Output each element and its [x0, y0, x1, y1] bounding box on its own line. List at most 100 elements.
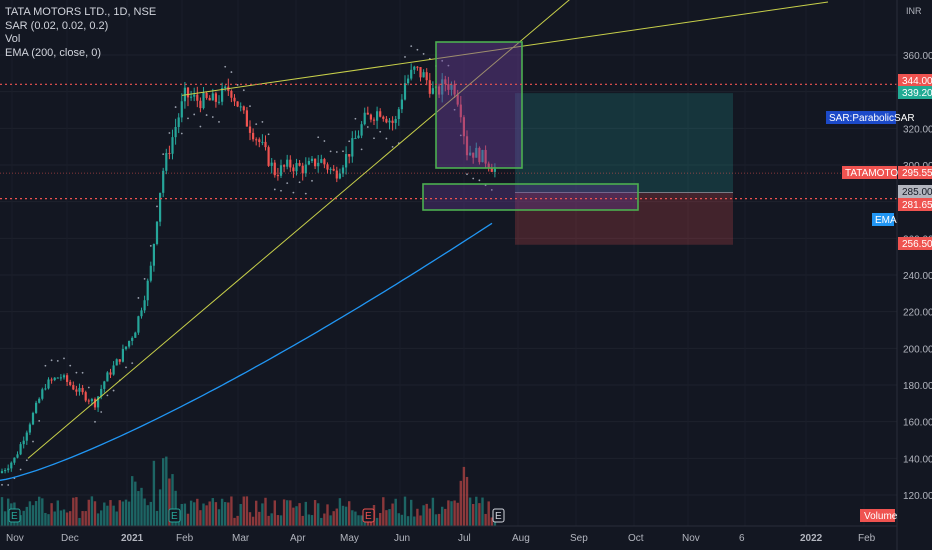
candle: [286, 154, 289, 170]
volume-bar: [214, 502, 218, 526]
volume-bar: [81, 511, 84, 526]
volume-bar: [202, 503, 205, 526]
candle: [106, 371, 109, 382]
candle: [341, 165, 345, 178]
time-label-Dec: Dec: [61, 533, 79, 544]
volume-bar: [25, 506, 28, 526]
candle: [394, 115, 397, 130]
sar-dot: [249, 105, 251, 107]
candle: [385, 116, 388, 124]
candle: [407, 74, 410, 86]
candle: [264, 135, 267, 151]
volume-bar: [183, 503, 187, 526]
sar-dot: [478, 179, 481, 182]
svg-text:E: E: [11, 511, 18, 522]
price-tag-295: 295.55: [898, 166, 932, 179]
trend-drawings[interactable]: [27, 0, 829, 459]
candle: [493, 163, 496, 178]
volume-bar: [96, 513, 100, 526]
sar-dot: [354, 117, 357, 120]
candle: [348, 153, 351, 164]
volume-bar: [236, 515, 239, 526]
candle: [413, 65, 416, 75]
volume-bar: [434, 514, 438, 526]
sar-dot: [242, 89, 245, 92]
sar-dot: [329, 150, 332, 153]
volume-bar: [248, 512, 252, 526]
time-label-Aug: Aug: [512, 533, 530, 544]
svg-text:E: E: [495, 511, 502, 522]
svg-text:339.20: 339.20: [902, 88, 932, 99]
chart-legend[interactable]: TATA MOTORS LTD., 1D, NSE SAR (0.02, 0.0…: [5, 6, 156, 60]
volume-bar: [428, 508, 431, 526]
candle: [140, 307, 143, 319]
candle: [363, 107, 366, 126]
candle: [66, 373, 69, 386]
price-tick-200.00: 200.00: [903, 344, 932, 355]
candle: [19, 442, 22, 456]
price-tick-220.00: 220.00: [903, 308, 932, 319]
candle: [292, 164, 295, 178]
sar-dot: [94, 420, 96, 423]
volume-bar: [196, 498, 199, 526]
candle: [279, 159, 283, 178]
sar-dot: [342, 150, 344, 153]
candle: [447, 76, 450, 96]
price-tick-320.00: 320.00: [903, 124, 932, 135]
volume-bar: [301, 515, 304, 526]
candle: [391, 116, 394, 131]
legend-symbol[interactable]: TATA MOTORS LTD., 1D, NSE: [5, 6, 157, 18]
sar-dot: [317, 136, 320, 139]
sar-dot: [156, 205, 158, 208]
sar-dot: [1, 483, 3, 486]
time-label-Nov: Nov: [682, 533, 700, 544]
volume-bar: [351, 510, 354, 526]
candle: [0, 468, 4, 474]
candle: [397, 107, 400, 126]
volume-bar: [276, 515, 280, 526]
volume-bar: [360, 515, 363, 526]
volume-bar: [490, 517, 493, 526]
event-marker: E: [492, 508, 505, 523]
candle: [425, 68, 428, 86]
time-axis[interactable]: Nov Dec 2021 Feb Mar Apr May Jun Jul Aug Sep Oct Nov…: [6, 533, 876, 544]
volume-bar: [307, 514, 311, 526]
candle: [462, 115, 465, 145]
candle: [121, 344, 124, 363]
volume-bar: [168, 478, 171, 526]
candle: [155, 221, 159, 246]
sar-dot: [447, 64, 450, 67]
candle: [459, 96, 462, 123]
svg-text:295.55: 295.55: [902, 168, 932, 179]
sar-dot: [280, 189, 282, 192]
svg-text:281.65: 281.65: [902, 200, 932, 211]
candle: [379, 108, 382, 118]
volume-bar: [211, 498, 214, 526]
time-label-Feb: Feb: [858, 533, 876, 544]
rising-trendline: [27, 0, 570, 459]
volume-bar: [397, 513, 400, 526]
candle: [115, 358, 118, 366]
legend-sar[interactable]: SAR (0.02, 0.02, 0.2): [5, 19, 109, 32]
candle: [53, 377, 56, 382]
price-tick-180.00: 180.00: [903, 381, 932, 392]
candle: [248, 120, 252, 141]
candle: [354, 130, 357, 140]
candle: [165, 148, 168, 175]
candle: [180, 93, 183, 123]
volume-bar: [425, 503, 428, 526]
legend-ema[interactable]: EMA (200, close, 0): [5, 46, 101, 59]
volume-bar: [267, 515, 270, 526]
candle: [174, 118, 177, 145]
legend-vol[interactable]: Vol: [5, 33, 21, 45]
candle: [124, 346, 128, 351]
volume-bar: [282, 499, 286, 526]
candle: [252, 128, 255, 142]
candle: [13, 457, 16, 465]
candle: [410, 63, 413, 81]
volume-bar: [344, 506, 348, 526]
volume-bar: [227, 502, 230, 526]
time-label-Nov: Nov: [6, 533, 24, 544]
